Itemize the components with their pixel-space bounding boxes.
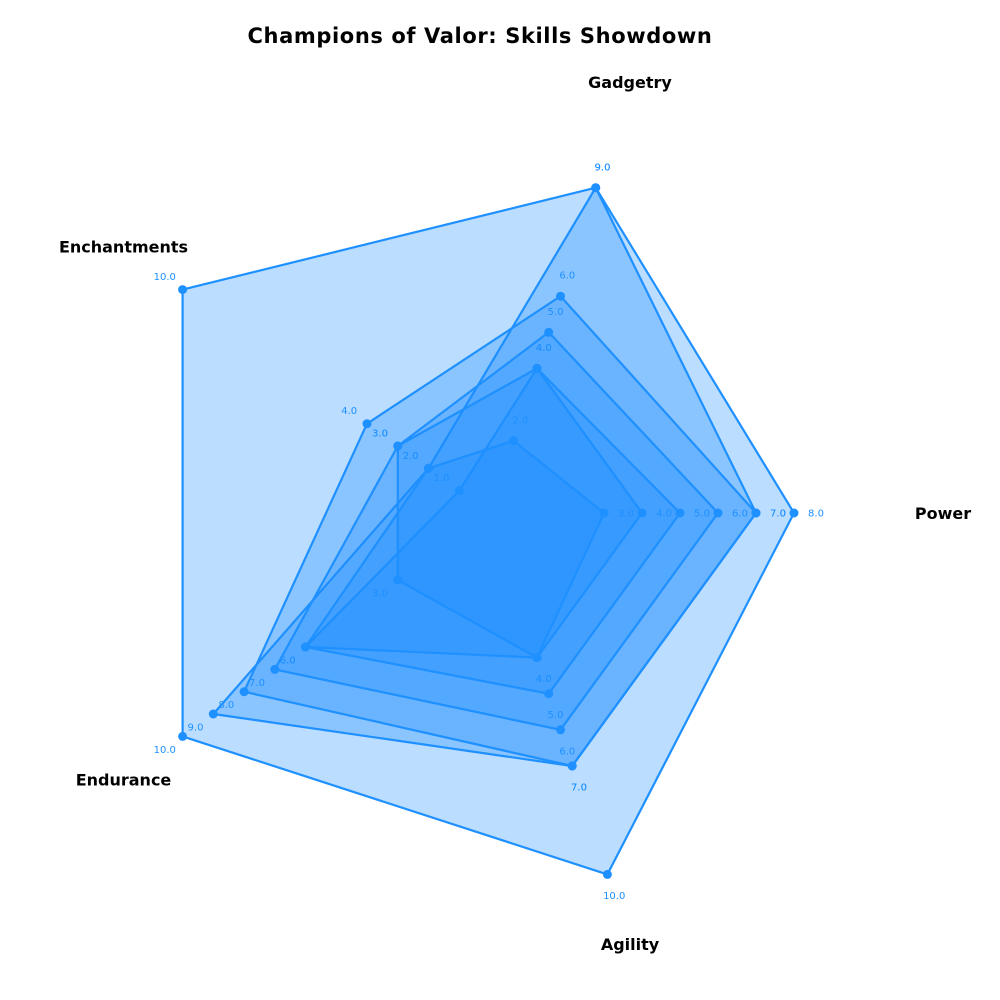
- value-label: 10.0: [154, 745, 176, 756]
- point-layer: [178, 183, 799, 879]
- value-label: 7.0: [770, 509, 786, 520]
- series-5-point-enchantments: [454, 486, 464, 496]
- value-label: 2.0: [512, 415, 528, 426]
- series-6-point-power: [637, 508, 647, 518]
- value-label: 1.0: [434, 473, 450, 484]
- value-label: 4.0: [536, 674, 552, 685]
- series-2-point-endurance: [208, 709, 218, 719]
- value-label: 4.0: [536, 343, 552, 354]
- series-5-point-agility: [544, 689, 554, 699]
- series-6-point-endurance: [393, 575, 403, 585]
- value-label: 5.0: [548, 710, 564, 721]
- value-label: 7.0: [770, 509, 786, 520]
- series-2-point-gadgetry: [591, 183, 601, 193]
- value-label: 6.0: [559, 271, 575, 282]
- series-3-polygon: [243, 295, 758, 768]
- series-7-polygon: [304, 439, 606, 659]
- series-4-polygon: [273, 331, 720, 731]
- value-label: 4.0: [656, 509, 672, 520]
- value-label: 2.0: [403, 451, 419, 462]
- series-4-point-power: [713, 508, 723, 518]
- series-3-point-enchantments: [362, 419, 372, 429]
- value-label: 3.0: [372, 429, 388, 440]
- series-1-point-power: [789, 508, 799, 518]
- value-label: 8.0: [218, 700, 234, 711]
- value-label: 4.0: [536, 343, 552, 354]
- series-4-point-gadgetry: [544, 327, 554, 337]
- value-label: 9.0: [595, 162, 611, 173]
- series-1-polygon: [181, 186, 796, 876]
- axis-label-layer: Power Gadgetry Enchantments Endurance Agilit…: [59, 73, 971, 954]
- series-4-point-agility: [556, 725, 565, 735]
- value-label: 2.0: [403, 451, 419, 462]
- value-label: 6.0: [559, 746, 575, 757]
- axis-label-endurance: Endurance: [76, 770, 172, 789]
- series-7-point-endurance: [301, 642, 310, 652]
- value-label: 10.0: [603, 891, 625, 902]
- value-label-layer: 8.09.010.010.010.07.09.02.09.07.07.06.04…: [154, 162, 824, 902]
- value-label: 5.0: [548, 307, 564, 318]
- series-6-point-enchantments: [393, 441, 403, 451]
- series-7-point-power: [599, 508, 609, 518]
- value-label: 9.0: [188, 723, 204, 734]
- series-1-point-agility: [602, 869, 612, 879]
- value-label: 3.0: [372, 588, 388, 599]
- value-label: 7.0: [571, 782, 587, 793]
- series-layer: [181, 186, 796, 876]
- series-4-point-endurance: [270, 664, 280, 674]
- series-7-point-agility: [532, 653, 542, 663]
- value-label: 7.0: [571, 782, 587, 793]
- axis-label-enchantments: Enchantments: [59, 238, 188, 257]
- value-label: 8.0: [808, 509, 824, 520]
- series-7-point-gadgetry: [509, 436, 518, 446]
- series-3-point-power: [751, 508, 761, 518]
- series-3-point-endurance: [239, 687, 249, 697]
- axis-label-gadgetry: Gadgetry: [588, 73, 672, 92]
- series-6-point-gadgetry: [532, 363, 542, 373]
- series-5-point-power: [675, 508, 685, 518]
- value-label: 6.0: [280, 655, 296, 666]
- series-7-point-enchantments: [424, 463, 433, 473]
- value-label: 6.0: [732, 509, 748, 520]
- axis-label-power: Power: [915, 504, 971, 523]
- value-label: 5.0: [694, 509, 710, 520]
- series-3-point-gadgetry: [556, 291, 565, 301]
- value-label: 10.0: [154, 272, 176, 283]
- value-label: 9.0: [595, 162, 611, 173]
- value-label: 7.0: [249, 678, 265, 689]
- value-label: 4.0: [536, 674, 552, 685]
- value-label: 3.0: [618, 509, 634, 520]
- series-1-point-endurance: [178, 731, 188, 741]
- series-1-point-enchantments: [178, 285, 188, 295]
- axis-label-agility: Agility: [601, 935, 660, 954]
- series-3-point-agility: [567, 761, 577, 771]
- series-5-polygon: [304, 367, 682, 695]
- value-label: 6.0: [280, 655, 296, 666]
- chart-title: Champions of Valor: Skills Showdown: [248, 24, 713, 48]
- value-label: 3.0: [372, 429, 388, 440]
- value-label: 4.0: [341, 406, 357, 417]
